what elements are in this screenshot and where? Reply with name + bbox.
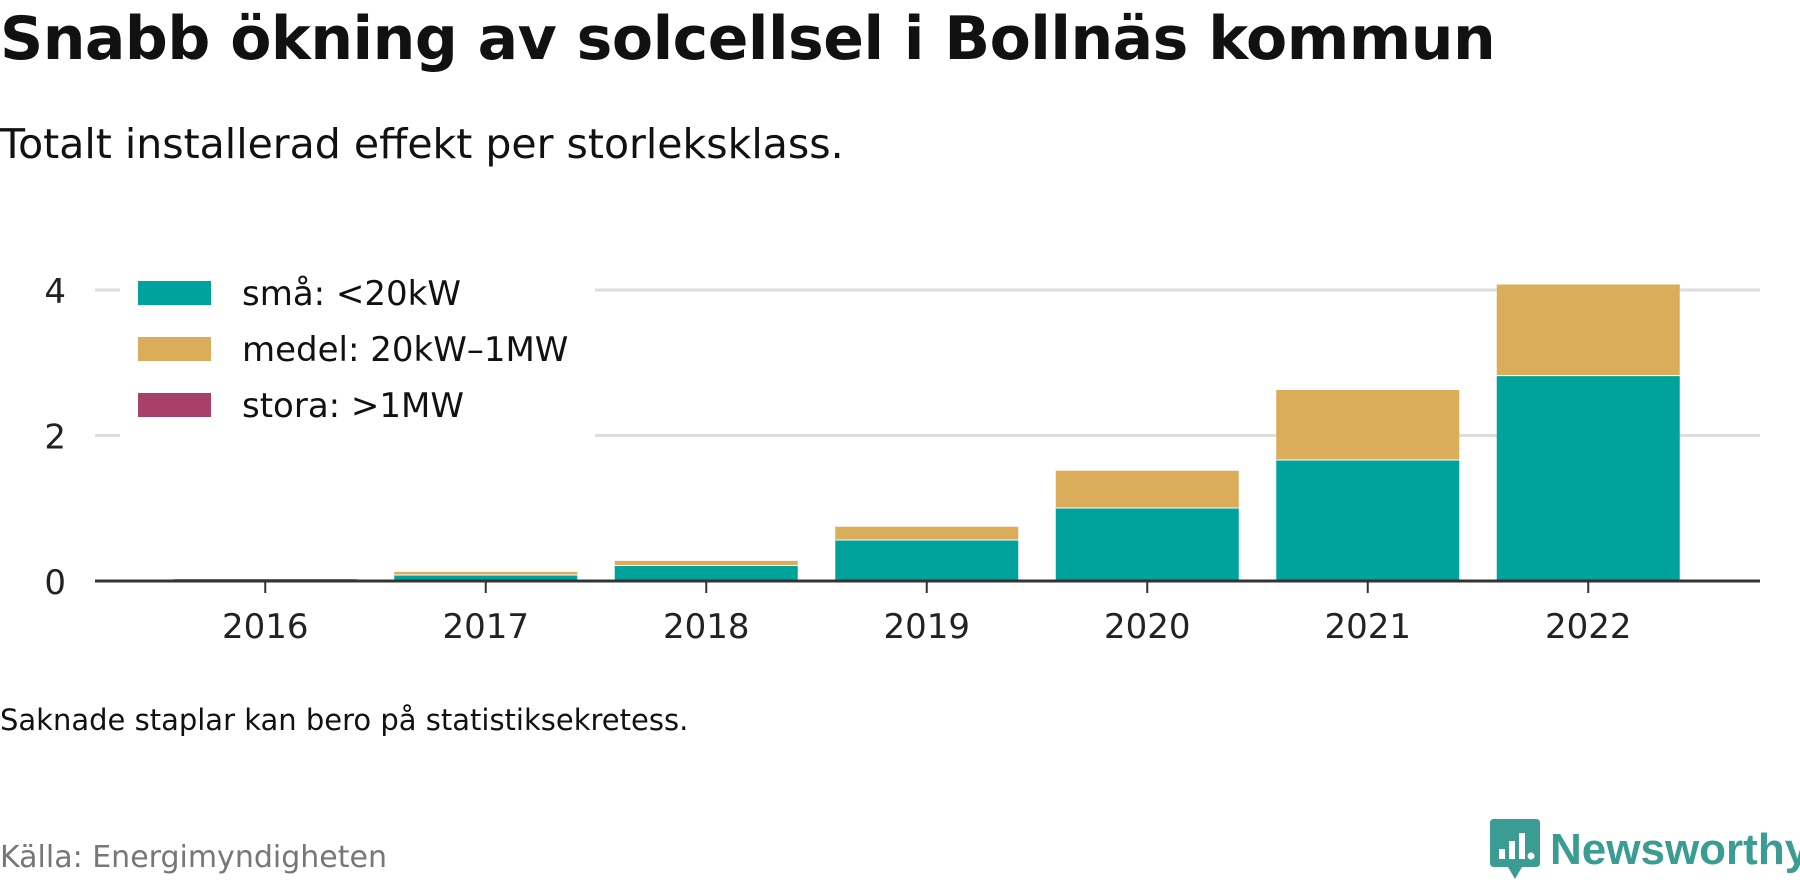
footnote: Saknade staplar kan bero på statistiksek…	[0, 703, 689, 737]
x-tick-label: 2022	[1545, 607, 1632, 647]
bar-segment	[394, 570, 578, 575]
brand-name: Newsworthy	[1550, 825, 1800, 874]
legend-label: medel: 20kW–1MW	[242, 330, 568, 370]
x-tick-label: 2020	[1104, 607, 1191, 647]
legend-swatch	[138, 281, 211, 305]
bar-segment	[1055, 469, 1239, 508]
x-tick-label: 2018	[663, 607, 750, 647]
legend-label: stora: >1MW	[242, 386, 464, 426]
axes: 0 2 4 2016 2017 2018 2019 2020 2021 2022	[44, 272, 1760, 647]
bar-segment	[1276, 388, 1460, 460]
bar-segment	[1496, 375, 1680, 581]
brand-logo: Newsworthy	[1490, 818, 1800, 882]
bars	[173, 282, 1680, 581]
chart-title: Snabb ökning av solcellsel i Bollnäs kom…	[0, 4, 1496, 74]
bar-segment	[1276, 459, 1460, 581]
legend-swatch	[138, 393, 211, 417]
bar-segment	[835, 539, 1019, 581]
bar-segment	[614, 564, 798, 581]
bar-segment	[1055, 507, 1239, 581]
bar-segment	[394, 574, 578, 581]
y-tick-label: 0	[44, 563, 66, 603]
bar-segment	[1496, 283, 1680, 376]
x-tick-label: 2021	[1324, 607, 1411, 647]
x-tick-label: 2017	[442, 607, 529, 647]
newsworthy-logo-icon	[1490, 819, 1540, 879]
bar-segment	[614, 559, 798, 565]
legend-swatch	[138, 337, 211, 361]
x-tick-label: 2019	[883, 607, 970, 647]
source-credit: Källa: Energimyndigheten	[0, 840, 387, 875]
legend-label: små: <20kW	[242, 274, 461, 314]
chart-subtitle: Totalt installerad effekt per storlekskl…	[0, 120, 844, 168]
y-tick-label: 4	[44, 272, 66, 312]
legend: små: <20kW medel: 20kW–1MW stora: >1MW	[120, 262, 595, 440]
y-tick-label: 2	[44, 418, 66, 458]
stacked-bar-chart: 0 2 4 2016 2017 2018 2019 2020 2021 2022 små: <20…	[44, 262, 1760, 647]
bar-segment	[835, 525, 1019, 540]
x-tick-label: 2016	[222, 607, 309, 647]
